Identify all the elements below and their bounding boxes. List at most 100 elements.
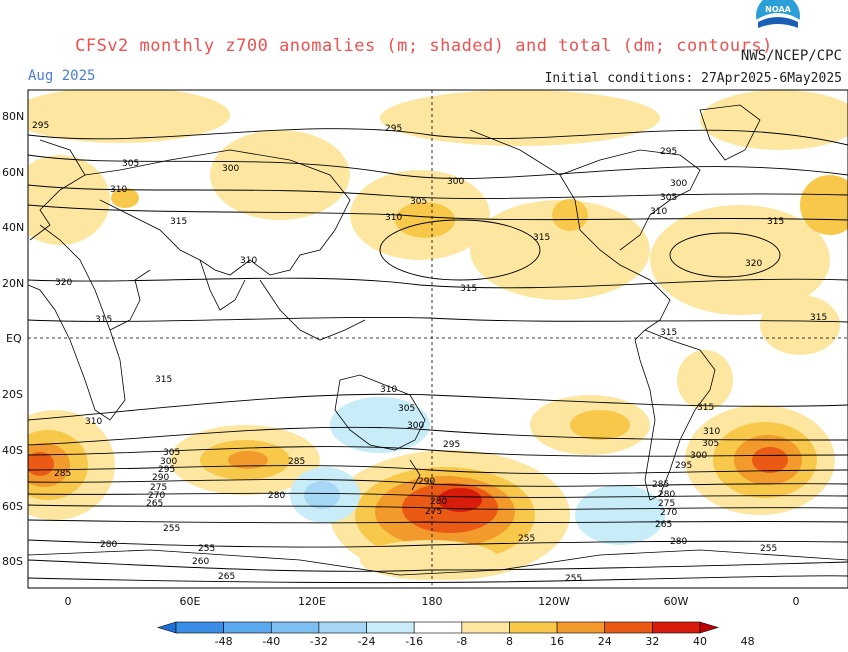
lon-label: 60W (664, 595, 689, 608)
colorbar-segment (270, 621, 320, 634)
colorbar-segment (699, 621, 720, 634)
height-contours (28, 128, 848, 584)
contour-label: 290 (152, 473, 169, 483)
anomaly-shading (28, 90, 848, 588)
contour-label: 305 (163, 448, 180, 458)
colorbar-segment (509, 621, 558, 634)
contour-label: 315 (460, 284, 477, 294)
colorbar-segment (156, 621, 177, 634)
contour-label: 315 (697, 403, 714, 413)
contour-label: 275 (150, 483, 167, 493)
contour-label: 280 (268, 491, 285, 501)
contour-label: 275 (425, 507, 442, 517)
contour-label: 315 (660, 328, 677, 338)
contour-label: 295 (158, 465, 175, 475)
grid-lines (28, 90, 848, 588)
contour-label: 260 (192, 557, 209, 567)
contour-label: 255 (198, 544, 215, 554)
colorbar-label: -8 (456, 635, 467, 648)
contour-label: 305 (398, 404, 415, 414)
contour-labels: 295 295 295 300 300 300 305 305 305 310 … (32, 121, 827, 584)
contour-label: 270 (148, 491, 165, 501)
latitude-labels: 80N 60N 40N 20N EQ 20S 40S 60S 80S (2, 110, 24, 568)
contour-label: 300 (222, 164, 239, 174)
contour-label: 275 (658, 499, 675, 509)
noaa-logo-icon: NOAA (756, 0, 800, 39)
lon-label: 60E (180, 595, 201, 608)
contour-label: 315 (767, 217, 784, 227)
lon-label: 0 (65, 595, 72, 608)
contour-label: 265 (218, 572, 235, 582)
contour-label: 310 (85, 417, 102, 427)
contour-label: 310 (380, 385, 397, 395)
colorbar-segment (366, 621, 415, 634)
contour-label: 255 (760, 544, 777, 554)
contour-label: 265 (146, 499, 163, 509)
contour-label: 305 (702, 439, 719, 449)
colorbar-label: 8 (506, 635, 513, 648)
lon-label: 120W (538, 595, 570, 608)
contour-label: 290 (418, 477, 435, 487)
contour-label: 295 (660, 147, 677, 157)
colorbar-label: 24 (598, 635, 612, 648)
contour-label: 265 (655, 520, 672, 530)
lon-label: 120E (298, 595, 326, 608)
colorbar-label: 32 (645, 635, 659, 648)
contour-label: 305 (660, 193, 677, 203)
contour-label: 300 (447, 177, 464, 187)
contour-label: 255 (565, 574, 582, 584)
contour-label: 310 (703, 427, 720, 437)
contour-label: 285 (652, 480, 669, 490)
contour-label: 300 (690, 451, 707, 461)
contour-label: 280 (430, 497, 447, 507)
colorbar-segment (175, 621, 224, 634)
contour-label: 280 (658, 490, 675, 500)
contour-label: 310 (650, 207, 667, 217)
contour-label: 285 (54, 469, 71, 479)
contour-label: 315 (155, 375, 172, 385)
lat-label: 60S (2, 500, 23, 513)
colorbar: -48 -40 -32 -24 -16 -8 8 16 24 32 40 48 (156, 621, 755, 648)
contour-label: 295 (675, 461, 692, 471)
agency-label: NWS/NCEP/CPC (740, 48, 842, 64)
contour-label: 320 (745, 259, 762, 269)
contour-label: 270 (660, 508, 677, 518)
contour-label: 300 (160, 457, 177, 467)
contour-label: 310 (385, 213, 402, 223)
colorbar-segment (652, 621, 701, 634)
lon-label: 180 (422, 595, 443, 608)
colorbar-label: 40 (693, 635, 707, 648)
colorbar-segment (556, 621, 606, 634)
colorbar-segment (413, 621, 463, 634)
contour-label: 310 (240, 256, 257, 266)
lon-label: 0 (793, 595, 800, 608)
colorbar-label: -40 (262, 635, 280, 648)
colorbar-label: 48 (741, 635, 755, 648)
colorbar-segment (604, 621, 653, 634)
lat-label: 80N (2, 110, 24, 123)
colorbar-label: 16 (550, 635, 564, 648)
lat-label: 20N (2, 277, 24, 290)
contour-label: 280 (670, 537, 687, 547)
lat-label: 60N (2, 166, 24, 179)
contour-label: 255 (163, 524, 180, 534)
contour-label: 315 (533, 233, 550, 243)
map-title: CFSv2 monthly z700 anomalies (m; shaded)… (75, 36, 773, 56)
colorbar-label: -48 (215, 635, 233, 648)
initial-conditions: Initial conditions: 27Apr2025-6May2025 (544, 71, 842, 86)
contour-label: 320 (55, 278, 72, 288)
colorbar-label: -32 (310, 635, 328, 648)
longitude-labels: 0 60E 120E 180 120W 60W 0 (65, 595, 800, 608)
colorbar-segment (223, 621, 272, 634)
colorbar-label: -16 (405, 635, 423, 648)
contour-label: 305 (410, 197, 427, 207)
contour-label: 295 (443, 440, 460, 450)
contour-label: 285 (288, 457, 305, 467)
svg-text:NOAA: NOAA (765, 5, 791, 14)
colorbar-segment (461, 621, 510, 634)
coastlines (28, 104, 848, 576)
contour-label: 315 (170, 217, 187, 227)
contour-label: 255 (518, 534, 535, 544)
contour-label: 300 (407, 421, 424, 431)
